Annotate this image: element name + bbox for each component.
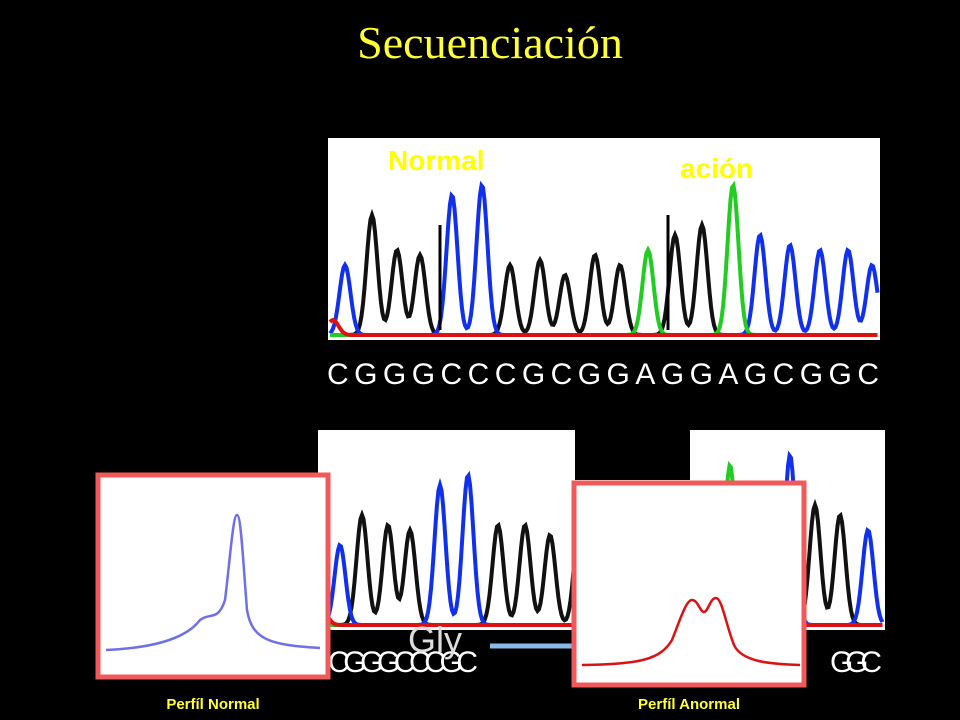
mask — [575, 425, 690, 480]
amino-acid: Gly — [408, 619, 462, 660]
chromatogram-traces — [328, 180, 880, 337]
label-normal: Normal — [388, 145, 484, 176]
inset-caption: Perfíl Anormal — [638, 696, 740, 713]
profile-curve — [105, 513, 321, 652]
sequence-left: CGGGCCCGC — [328, 646, 478, 679]
label-mutation: ación — [680, 153, 753, 184]
inset-normal — [95, 472, 331, 680]
slide-title: Secuenciación — [357, 17, 623, 68]
sequence-right: GGC — [830, 646, 882, 679]
inset-abnormal — [571, 480, 807, 688]
trace — [328, 317, 878, 337]
inset-caption: Perfíl Normal — [166, 696, 259, 713]
profile-curve — [581, 596, 801, 667]
